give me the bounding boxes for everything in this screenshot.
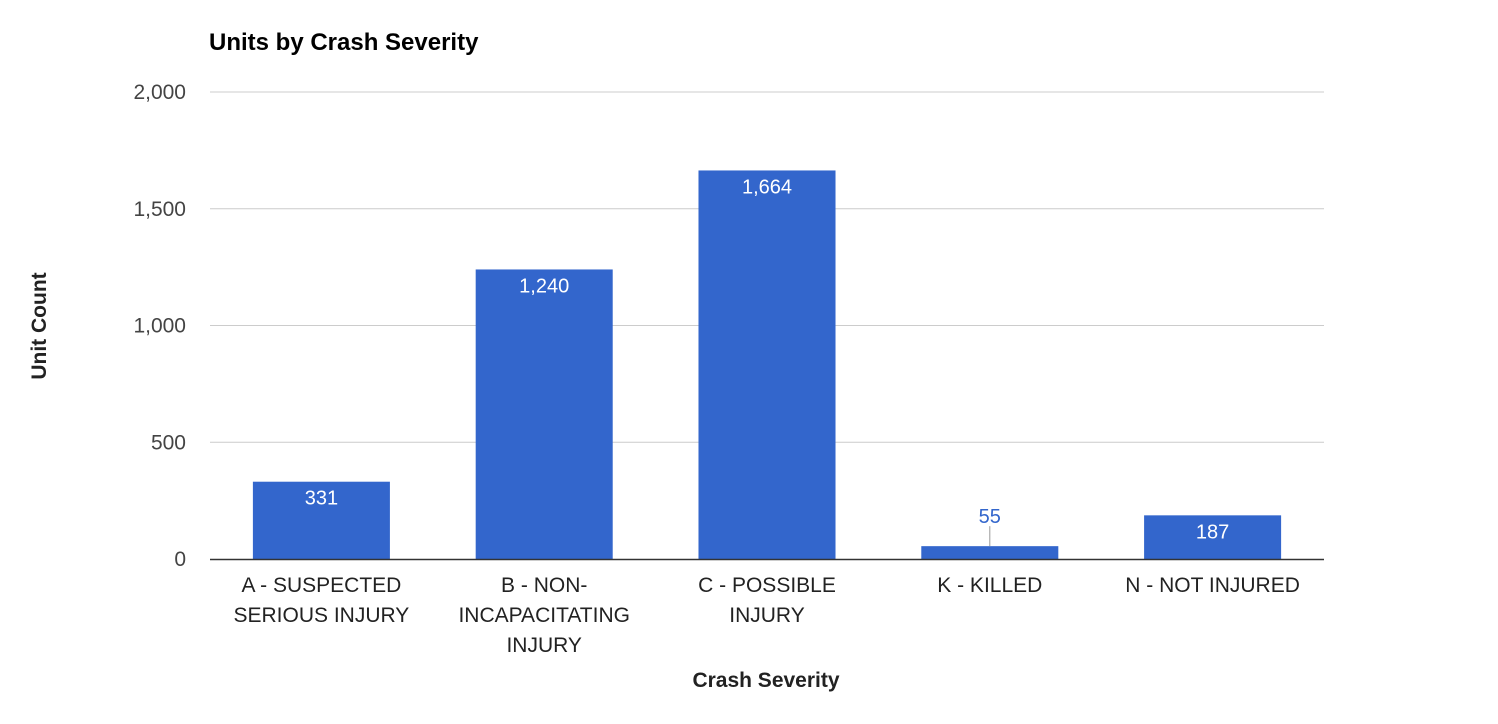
bar	[698, 170, 836, 559]
y-tick-labels: 0 500 1,000 1,500 2,000	[133, 81, 186, 571]
x-tick-label: INCAPACITATING	[458, 604, 630, 627]
bars	[252, 170, 1282, 559]
y-tick-label: 1,000	[133, 315, 186, 338]
bar	[1144, 515, 1282, 559]
chart-title: Units by Crash Severity	[209, 29, 479, 56]
data-labels: 331 1,240 1,664 55 187	[305, 176, 1229, 547]
bar	[475, 269, 613, 559]
x-tick-label: SERIOUS INJURY	[233, 604, 409, 627]
x-tick-label: A - SUSPECTED	[241, 574, 401, 597]
data-label: 187	[1196, 521, 1229, 543]
y-tick-label: 500	[151, 431, 186, 454]
bar	[921, 546, 1059, 559]
x-tick-labels: A - SUSPECTED SERIOUS INJURY B - NON- INCAP…	[233, 574, 1299, 657]
data-label: 1,240	[519, 275, 569, 297]
data-label: 331	[305, 488, 338, 510]
y-tick-label: 2,000	[133, 81, 186, 104]
x-tick-label: INJURY	[506, 634, 581, 657]
data-label: 55	[979, 506, 1001, 528]
bar	[252, 481, 390, 559]
x-axis-title: Crash Severity	[692, 669, 839, 692]
x-tick-label: C - POSSIBLE	[698, 574, 836, 597]
data-label: 1,664	[742, 176, 792, 198]
x-tick-label: K - KILLED	[937, 574, 1042, 597]
y-tick-label: 0	[174, 548, 186, 571]
x-tick-label: INJURY	[729, 604, 804, 627]
x-tick-label: N - NOT INJURED	[1125, 574, 1300, 597]
y-axis-title: Unit Count	[28, 272, 51, 379]
y-tick-label: 1,500	[133, 198, 186, 221]
x-tick-label: B - NON-	[501, 574, 587, 597]
